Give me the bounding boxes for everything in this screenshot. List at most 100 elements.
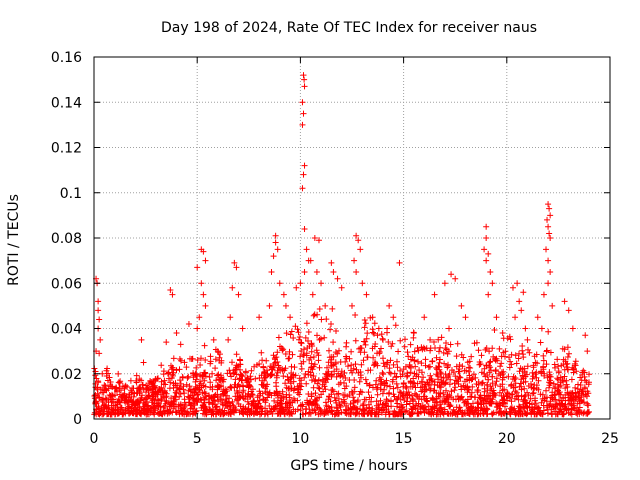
data-point	[202, 302, 209, 309]
data-point	[538, 325, 545, 332]
data-point	[272, 232, 279, 239]
data-point	[140, 359, 147, 366]
data-point	[196, 314, 203, 321]
data-point	[210, 336, 217, 343]
data-point	[301, 225, 308, 232]
data-point	[256, 314, 263, 321]
data-point	[99, 370, 106, 377]
data-point	[334, 275, 341, 282]
data-point	[276, 280, 283, 287]
y-tick-label: 0.02	[51, 367, 82, 383]
data-point	[547, 268, 554, 275]
data-point	[299, 185, 306, 192]
data-point	[138, 336, 145, 343]
data-point	[231, 259, 238, 266]
data-point	[565, 307, 572, 314]
data-point	[200, 248, 207, 255]
data-points	[91, 72, 592, 418]
data-point	[396, 259, 403, 266]
data-point	[569, 325, 576, 332]
data-point	[274, 246, 281, 253]
data-point	[545, 223, 552, 230]
data-point	[534, 314, 541, 321]
data-point	[390, 314, 397, 321]
data-point	[311, 235, 318, 241]
data-point	[386, 302, 393, 309]
data-point	[318, 280, 325, 287]
data-point	[194, 264, 201, 271]
data-point	[300, 110, 307, 117]
data-point	[452, 275, 459, 282]
data-point	[582, 332, 589, 339]
data-point	[282, 302, 289, 309]
data-point	[516, 298, 523, 305]
data-point	[545, 201, 552, 208]
data-point	[338, 284, 345, 291]
data-point	[235, 291, 242, 298]
data-point	[509, 284, 516, 291]
grid-lines	[94, 57, 610, 419]
data-point	[549, 302, 556, 309]
y-tick-label: 0.06	[51, 276, 82, 292]
data-point	[101, 382, 108, 389]
data-point	[297, 280, 304, 287]
data-point	[375, 325, 382, 332]
data-point	[499, 330, 506, 337]
x-tick-labels: 0 5 10 15 20 25	[90, 431, 619, 447]
data-point	[446, 325, 453, 332]
data-point	[351, 257, 358, 264]
data-point	[225, 336, 232, 343]
data-point	[307, 257, 314, 264]
data-point	[95, 298, 102, 305]
data-point	[301, 83, 308, 90]
data-point	[270, 253, 277, 260]
data-point	[95, 307, 102, 314]
data-point	[487, 268, 494, 275]
data-point	[287, 314, 294, 321]
data-point	[300, 72, 307, 79]
data-point	[458, 302, 465, 309]
data-point	[202, 257, 209, 264]
data-point	[518, 307, 525, 314]
data-point	[322, 302, 329, 309]
data-point	[543, 246, 550, 253]
x-tick-label: 15	[395, 431, 413, 447]
data-point	[315, 237, 322, 244]
data-point	[485, 250, 492, 257]
y-tick-label: 0	[73, 412, 82, 428]
x-axis-label: GPS time / hours	[290, 458, 407, 474]
data-point	[96, 350, 103, 357]
data-point	[359, 280, 366, 287]
data-point	[483, 235, 490, 241]
data-point	[301, 76, 308, 83]
data-point	[233, 264, 240, 271]
x-tick-label: 10	[291, 431, 309, 447]
data-point	[280, 291, 287, 298]
y-tick-label: 0.04	[51, 322, 82, 338]
data-point	[448, 271, 455, 278]
data-point	[200, 291, 207, 298]
data-point	[227, 314, 234, 321]
y-tick-label: 0.14	[51, 95, 82, 111]
x-tick-label: 0	[90, 431, 99, 447]
data-point	[493, 314, 500, 321]
data-point	[303, 246, 310, 253]
data-point	[313, 268, 320, 275]
data-point	[545, 280, 552, 287]
data-point	[268, 268, 275, 275]
y-tick-label: 0.1	[60, 186, 82, 202]
data-point	[355, 237, 362, 244]
data-point	[512, 314, 519, 321]
data-point	[540, 291, 547, 298]
data-point	[485, 291, 492, 298]
y-axis-label: ROTI / TECUs	[6, 194, 22, 286]
data-point	[431, 291, 438, 298]
data-point	[462, 314, 469, 321]
data-point	[177, 341, 184, 348]
data-point	[173, 330, 180, 337]
data-point	[584, 348, 591, 355]
data-point	[410, 330, 417, 337]
x-tick-label: 20	[498, 431, 516, 447]
data-point	[198, 280, 205, 287]
data-point	[545, 257, 552, 264]
